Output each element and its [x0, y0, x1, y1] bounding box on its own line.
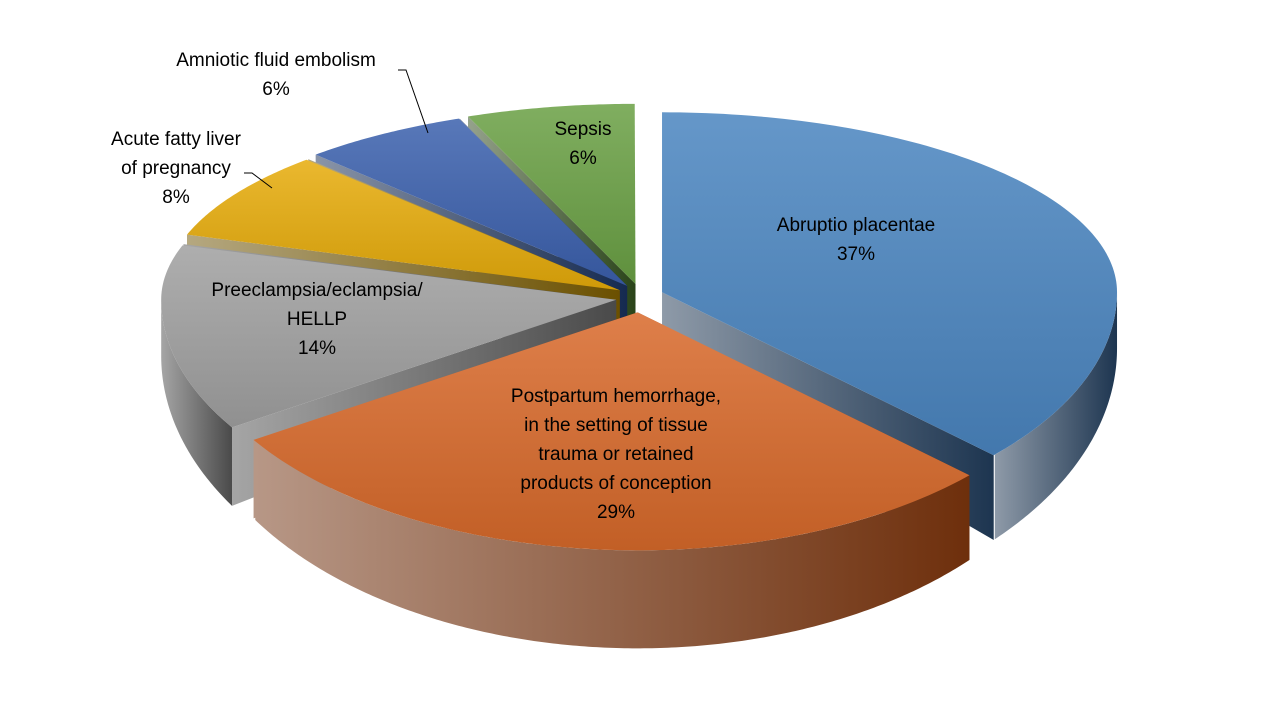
- data-label-postpartum: Postpartum hemorrhage, in the setting of…: [511, 382, 721, 527]
- label-pct: 8%: [162, 187, 190, 208]
- label-pct: 6%: [262, 79, 290, 100]
- pie-slice-6: [468, 103, 636, 284]
- pie-slice-2: [253, 312, 970, 551]
- label-line: products of conception: [520, 473, 712, 494]
- label-pct: 6%: [569, 148, 597, 169]
- leader-line-amniotic: [398, 69, 429, 134]
- label-pct: 37%: [836, 244, 876, 265]
- label-pct: 29%: [596, 502, 636, 523]
- label-line: Acute fatty liver: [111, 129, 241, 150]
- label-line: HELLP: [286, 309, 348, 330]
- slice-outer-wall-1: [994, 292, 1118, 540]
- data-label-amniotic: Amniotic fluid embolism 6%: [176, 46, 376, 104]
- leader-line-aflp: [244, 172, 273, 189]
- label-line: trauma or retained: [538, 444, 694, 465]
- data-label-sepsis: Sepsis 6%: [554, 115, 611, 173]
- pie-slice-5: [315, 118, 628, 286]
- pie-slice-4: [187, 159, 620, 291]
- label-line: Postpartum hemorrhage,: [510, 386, 722, 407]
- data-label-aflp: Acute fatty liver of pregnancy 8%: [111, 125, 241, 212]
- label-line: Sepsis: [554, 119, 612, 140]
- data-label-preeclampsia: Preeclampsia/eclampsia/ HELLP 14%: [211, 276, 422, 363]
- label-pct: 14%: [297, 338, 337, 359]
- label-line: in the setting of tissue: [524, 415, 708, 436]
- label-line: Preeclampsia/eclampsia/: [211, 280, 423, 301]
- slice-outer-wall-3: [161, 301, 233, 506]
- label-line: Amniotic fluid embolism: [176, 50, 376, 71]
- slice-outer-wall-2: [255, 441, 970, 649]
- pie-slice-1: [662, 112, 1118, 456]
- data-label-abruptio: Abruptio placentae 37%: [777, 211, 935, 269]
- label-line: of pregnancy: [121, 158, 231, 179]
- pie-slice-3: [161, 245, 617, 428]
- label-line: Abruptio placentae: [776, 215, 936, 236]
